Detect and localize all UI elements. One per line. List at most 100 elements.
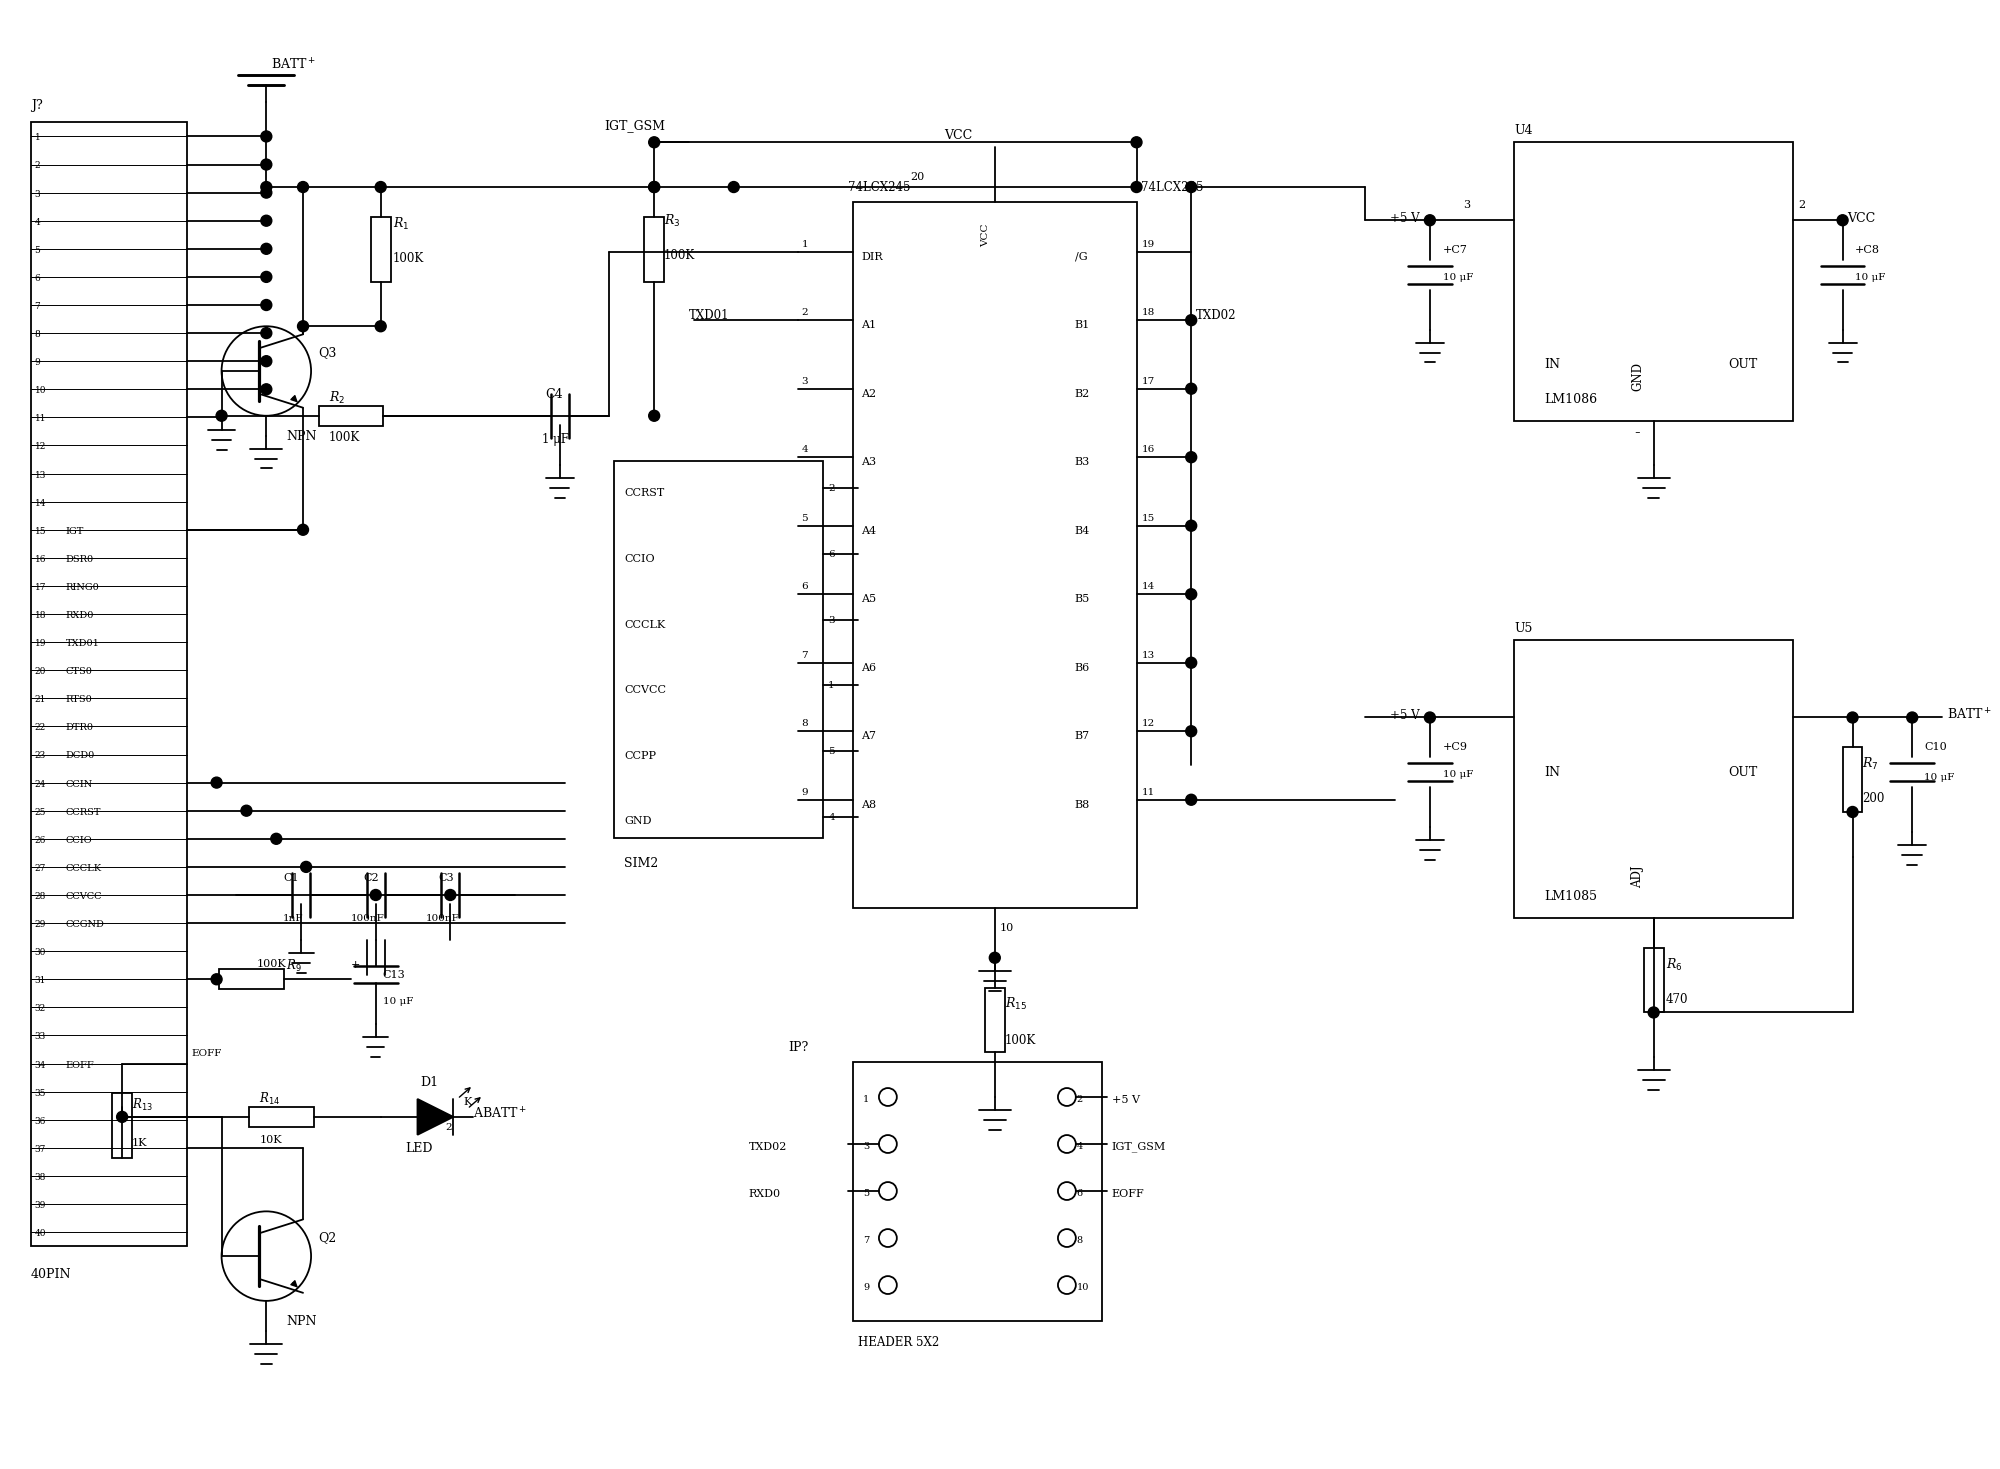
Text: VCC: VCC	[1848, 212, 1876, 225]
Text: CCCLK: CCCLK	[66, 864, 102, 873]
Text: 39: 39	[34, 1202, 46, 1210]
Text: 10: 10	[1000, 923, 1014, 933]
Circle shape	[1186, 452, 1196, 463]
Text: +C8: +C8	[1854, 245, 1880, 256]
Circle shape	[1186, 383, 1196, 394]
Text: 9: 9	[34, 358, 40, 367]
Text: RXD0: RXD0	[66, 611, 94, 620]
Text: 4: 4	[1076, 1141, 1084, 1152]
Text: 74LCX245: 74LCX245	[1142, 181, 1204, 194]
Text: TXD01: TXD01	[66, 639, 100, 648]
Text: GND: GND	[1632, 361, 1644, 391]
Bar	[614, 460, 824, 839]
Bar	[984, 987, 1004, 1052]
Circle shape	[212, 974, 222, 984]
Bar	[318, 405, 384, 426]
Text: C2: C2	[364, 873, 380, 883]
Text: B1: B1	[1074, 320, 1090, 331]
Text: 17: 17	[34, 583, 46, 592]
Text: A3: A3	[862, 457, 876, 467]
Text: +C9: +C9	[1442, 742, 1468, 752]
Text: -: -	[1634, 423, 1640, 441]
Text: 30: 30	[34, 948, 46, 958]
Text: 14: 14	[1142, 582, 1154, 591]
Text: /G: /G	[1074, 251, 1088, 261]
Circle shape	[648, 410, 660, 422]
Text: R$_2$: R$_2$	[328, 389, 346, 405]
Text: CCVCC: CCVCC	[624, 685, 666, 695]
Circle shape	[1648, 1006, 1660, 1018]
Circle shape	[648, 182, 660, 192]
Text: 37: 37	[34, 1144, 46, 1153]
Text: B5: B5	[1074, 593, 1090, 604]
Text: CCIO: CCIO	[624, 554, 654, 564]
Text: TXD02: TXD02	[748, 1141, 788, 1152]
Text: 26: 26	[34, 836, 46, 845]
Text: U5: U5	[1514, 621, 1532, 635]
Text: DCD0: DCD0	[66, 752, 94, 761]
Text: A5: A5	[862, 593, 876, 604]
Text: 4: 4	[34, 217, 40, 226]
Text: 3: 3	[802, 376, 808, 386]
Text: R$_9$: R$_9$	[286, 958, 302, 974]
Text: 10 μF: 10 μF	[1442, 273, 1474, 282]
Text: 2: 2	[1798, 200, 1804, 210]
Text: R$_1$: R$_1$	[392, 216, 410, 232]
Text: D1: D1	[420, 1075, 438, 1089]
Text: 11: 11	[1142, 787, 1154, 796]
Text: 10 μF: 10 μF	[1854, 273, 1884, 282]
Text: CTS0: CTS0	[66, 667, 92, 676]
Circle shape	[270, 833, 282, 845]
Text: IGT_GSM: IGT_GSM	[604, 119, 666, 132]
Text: EOFF: EOFF	[1112, 1188, 1144, 1199]
Text: 200: 200	[1862, 792, 1884, 805]
Text: Q3: Q3	[318, 347, 336, 358]
Text: BATT$^+$: BATT$^+$	[272, 57, 316, 72]
Circle shape	[370, 890, 382, 900]
Text: A8: A8	[862, 799, 876, 809]
Text: 12: 12	[34, 442, 46, 451]
Text: 10 μF: 10 μF	[1442, 770, 1474, 779]
Circle shape	[1132, 137, 1142, 148]
Text: R$_{15}$: R$_{15}$	[1004, 996, 1026, 1012]
Text: 19: 19	[34, 639, 46, 648]
Text: DIR: DIR	[862, 251, 882, 261]
Circle shape	[728, 182, 740, 192]
Circle shape	[260, 182, 272, 192]
Text: SIM2: SIM2	[624, 858, 658, 870]
Text: IN: IN	[1544, 765, 1560, 779]
Text: 14: 14	[34, 498, 46, 508]
Text: B2: B2	[1074, 389, 1090, 398]
Text: 38: 38	[34, 1172, 46, 1183]
Text: OUT: OUT	[1728, 358, 1758, 372]
Text: 13: 13	[34, 470, 46, 479]
Text: 100nF: 100nF	[426, 914, 460, 923]
Text: RXD0: RXD0	[748, 1188, 780, 1199]
Circle shape	[1186, 657, 1196, 668]
Text: 25: 25	[34, 808, 46, 817]
Text: VCC: VCC	[944, 129, 972, 142]
Text: U4: U4	[1514, 125, 1532, 137]
Text: A2: A2	[862, 389, 876, 398]
Bar	[1514, 142, 1792, 420]
Text: 100K: 100K	[256, 959, 286, 970]
Text: 10K: 10K	[260, 1134, 282, 1144]
Text: 40: 40	[34, 1230, 46, 1238]
Bar	[644, 217, 664, 282]
Text: GND: GND	[624, 817, 652, 827]
Text: 1: 1	[828, 682, 834, 690]
Circle shape	[376, 320, 386, 332]
Circle shape	[216, 410, 228, 422]
Bar	[112, 1093, 132, 1158]
Bar	[1644, 948, 1664, 1012]
Text: LED: LED	[406, 1141, 434, 1155]
Text: 36: 36	[34, 1116, 46, 1125]
Text: R$_{14}$: R$_{14}$	[260, 1091, 280, 1108]
Text: 19: 19	[1142, 239, 1154, 248]
Text: 74LCX245: 74LCX245	[848, 181, 910, 194]
Circle shape	[648, 182, 660, 192]
Text: 470: 470	[1666, 993, 1688, 1005]
Text: B3: B3	[1074, 457, 1090, 467]
Circle shape	[1186, 795, 1196, 805]
Text: 4: 4	[802, 445, 808, 454]
